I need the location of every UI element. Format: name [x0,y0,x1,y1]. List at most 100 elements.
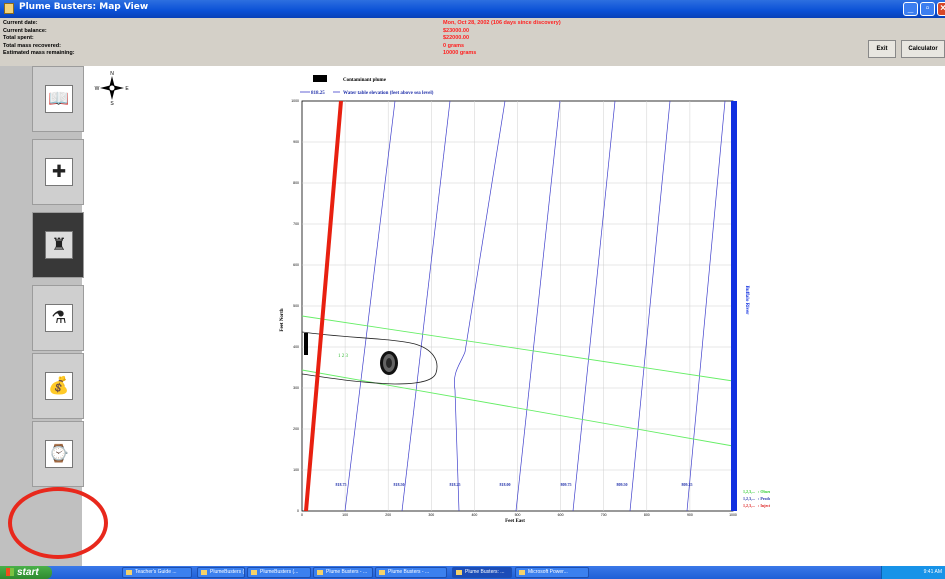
y-tick-label: 400 [293,345,299,349]
tool-button-watch[interactable]: ⌚ [32,421,84,487]
tool-button-pipe-treatment[interactable]: ⚗ [32,285,84,351]
maximize-button[interactable]: ▫ [920,2,935,16]
taskbar-item[interactable]: Microsoft Power... [515,567,589,578]
y-tick-label: 200 [293,427,299,431]
calculator-button[interactable]: Calculator [901,40,945,58]
tool-button-book[interactable]: 📖 [32,66,84,132]
window-icon [317,570,323,575]
compass-south: S [110,101,114,106]
tool-button-money-bag[interactable]: 💰 [32,353,84,419]
water-table-contours [344,100,726,512]
y-tick-label: 900 [293,140,299,144]
x-tick-label: 500 [515,513,521,517]
taskbar-item-label: PlumeBusters (H... [210,569,245,575]
title-bar: Plume Busters: Map View _ ▫ × [0,0,945,18]
info-label: Total mass recovered: [3,42,61,49]
well-legend-symbol: 1,2,3,... [743,503,755,508]
plume-outline [301,331,438,385]
well-legend-symbol: 1,2,3,... [743,496,755,501]
compass-north: N [110,71,114,77]
contour-value-label: 809.75 [561,482,572,487]
taskbar: start Teacher's Guide ... PlumeBusters (H… [0,566,945,579]
taskbar-item[interactable]: Plume Busters - ... [313,567,373,578]
x-tick-label: 800 [644,513,650,517]
info-label: Estimated mass remaining: [3,50,75,56]
x-tick-label: 300 [428,513,434,517]
taskbar-item-label: Plume Busters: ... [465,569,505,575]
taskbar-item[interactable]: Teacher's Guide ... [122,567,192,578]
window-icon [379,570,385,575]
taskbar-item-label: Teacher's Guide ... [135,569,177,575]
well-legend: 1,2,3,...: Observation wells1,2,3,...: P… [743,489,770,508]
well-legend-text: : Injection wells [758,503,770,508]
well-drill-icon: ✚ [45,158,73,186]
minimize-button[interactable]: _ [903,2,918,16]
y-tick-label: 300 [293,386,299,390]
contaminant-plume [380,351,398,375]
money-bag-icon: 💰 [45,372,73,400]
site-map[interactable]: Contaminant plume 818.25 Water table ele… [270,72,770,562]
taskbar-item-label: Microsoft Power... [528,569,568,575]
y-tick-label: 0 [297,509,299,513]
map-grid [302,101,733,511]
info-label: Current balance: [3,27,47,34]
tool-button-well-drill[interactable]: ✚ [32,139,84,205]
info-value: 0 grams [443,42,465,49]
system-tray[interactable]: 9:41 AM [881,566,945,579]
x-tick-label: 400 [471,513,477,517]
source-marker [304,333,308,355]
x-tick-label: 900 [687,513,693,517]
buffalo-river [731,101,737,511]
x-tick-label: 1000 [729,513,737,517]
watch-icon: ⌚ [45,440,73,468]
y-tick-label: 1000 [291,99,299,103]
taskbar-item[interactable]: PlumeBusters (H... [197,567,245,578]
legend-contour-label: Water table elevation (feet above sea le… [343,91,434,96]
contour-value-label: 818.75 [336,482,347,487]
pipe-treatment-icon: ⚗ [45,304,73,332]
window-icon [456,570,462,575]
contour-line [572,100,616,512]
x-tick-label: 0 [301,513,303,517]
river-label: Buffalo River [744,285,749,315]
windows-logo-icon [6,568,14,576]
y-axis-label: Feet North [280,308,285,331]
contour-value-label: 809.25 [682,482,693,487]
y-tick-label: 600 [293,263,299,267]
start-label: start [17,567,39,578]
x-tick-label: 200 [385,513,391,517]
taskbar-item[interactable]: Plume Busters - ... [375,567,447,578]
compass-west: W [95,86,100,92]
y-tick-label: 700 [293,222,299,226]
info-value: $23000.00 [443,27,469,34]
contour-value-label: 818.25 [450,482,461,487]
info-value: Mon, Oct 28, 2002 (106 days since discov… [443,20,561,26]
exit-button[interactable]: Exit [868,40,896,58]
left-toolbar: 📖 ✚ ♜ ⚗ 💰 ⌚ [0,66,108,566]
window-icon [251,570,257,575]
window-icon [126,570,132,575]
observation-line-upper [301,315,734,382]
taskbar-item[interactable]: Plume Busters: ... [452,567,512,578]
upgradient-boundary [304,100,343,512]
well-legend-text: : Observation wells [758,489,770,494]
taskbar-item[interactable]: PlumeBusters (... [247,567,311,578]
info-value: 10000 grams [443,50,477,56]
map-ticks: 0 100 200 300 400 500 600 700 800 900 1000 0 100 200 3… [291,99,737,517]
start-button[interactable]: start [0,566,52,579]
x-tick-label: 100 [342,513,348,517]
compass-icon: N S E W [95,71,130,106]
close-button[interactable]: × [937,2,945,16]
legend-contour-value: 818.25 [311,91,325,96]
contour-line [629,100,671,512]
highlight-circle [8,487,108,559]
contour-line [344,100,396,512]
app-icon [4,3,14,14]
contour-value-label: 818.00 [500,482,511,487]
taskbar-item-label: Plume Busters - ... [326,569,368,575]
contour-line [401,100,451,512]
x-tick-label: 700 [601,513,607,517]
taskbar-item-label: Plume Busters - ... [388,569,430,575]
tool-button-monitoring-well[interactable]: ♜ [32,212,84,278]
monitoring-well-icon: ♜ [45,231,73,259]
